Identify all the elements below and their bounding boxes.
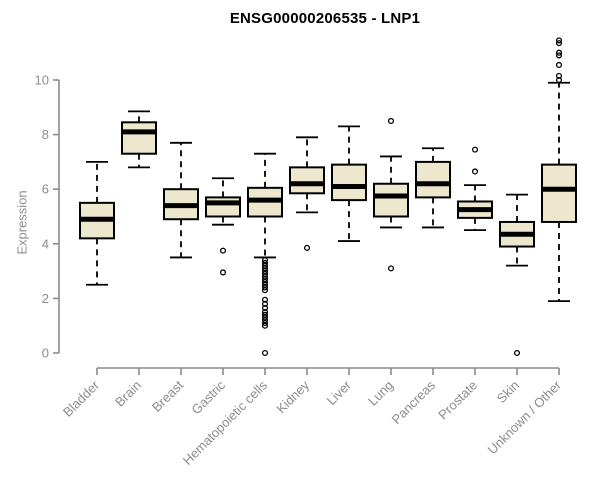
outlier-hematopoietic-cells [261,311,269,318]
outlier-hematopoietic-cells [261,270,269,277]
outlier-hematopoietic-cells [261,300,269,307]
x-tick-label: Unknown / Other [485,377,565,457]
outlier-hematopoietic-cells [261,349,269,357]
outlier-unknown-other [555,76,563,84]
outlier-hematopoietic-cells [261,296,269,303]
y-tick-label: 6 [42,182,49,197]
y-tick-label: 8 [42,127,49,142]
outlier-hematopoietic-cells [261,268,269,275]
outlier-hematopoietic-cells [261,304,269,312]
box-liver [331,163,367,202]
outlier-skin [513,349,521,357]
x-tick-label: Skin [494,378,522,406]
outlier-hematopoietic-cells [261,317,269,324]
outlier-unknown-other [555,61,563,69]
y-tick-label: 0 [42,346,49,361]
outlier-hematopoietic-cells [261,287,269,294]
box-brain [121,121,157,155]
y-tick-label: 10 [35,73,49,88]
outlier-hematopoietic-cells [261,281,269,288]
outlier-unknown-other [555,37,563,44]
outlier-kidney [303,244,311,251]
outlier-hematopoietic-cells [261,276,269,283]
outlier-prostate [471,168,479,175]
box-pancreas [415,160,451,199]
outlier-hematopoietic-cells [261,308,269,316]
x-tick-label: Liver [324,377,355,408]
box-unknown-other [541,163,577,223]
outlier-prostate [471,146,479,153]
outlier-unknown-other [555,49,563,56]
chart-title: ENSG00000206535 - LNP1 [229,10,421,27]
outlier-hematopoietic-cells [261,257,269,264]
x-tick-label: Prostate [435,378,480,423]
y-tick-label: 4 [42,236,49,251]
box-lung [373,182,409,218]
x-tick-label: Bladder [60,377,103,420]
outlier-hematopoietic-cells [261,278,269,286]
outlier-lung [387,117,395,124]
box-kidney [289,166,325,195]
outlier-hematopoietic-cells [261,284,269,291]
outlier-unknown-other [555,72,563,79]
outlier-hematopoietic-cells [261,273,269,280]
x-tick-label: Kidney [273,377,312,416]
x-tick-label: Lung [365,378,396,409]
y-tick-label: 2 [42,291,49,306]
outlier-hematopoietic-cells [261,322,269,329]
x-tick-label: Breast [149,377,186,414]
x-tick-label: Gastric [188,377,228,417]
outlier-hematopoietic-cells [261,265,269,272]
outlier-hematopoietic-cells [261,262,269,269]
outlier-unknown-other [555,40,563,47]
box-gastric [205,196,241,218]
x-tick-label: Pancreas [389,377,439,427]
outlier-lung [387,265,395,272]
x-tick-label: Brain [112,378,144,410]
outlier-gastric [219,247,227,254]
outlier-hematopoietic-cells [261,314,269,321]
outlier-hematopoietic-cells [261,259,269,266]
outlier-unknown-other [555,52,563,59]
outlier-gastric [219,269,227,276]
outlier-hematopoietic-cells [261,319,269,327]
